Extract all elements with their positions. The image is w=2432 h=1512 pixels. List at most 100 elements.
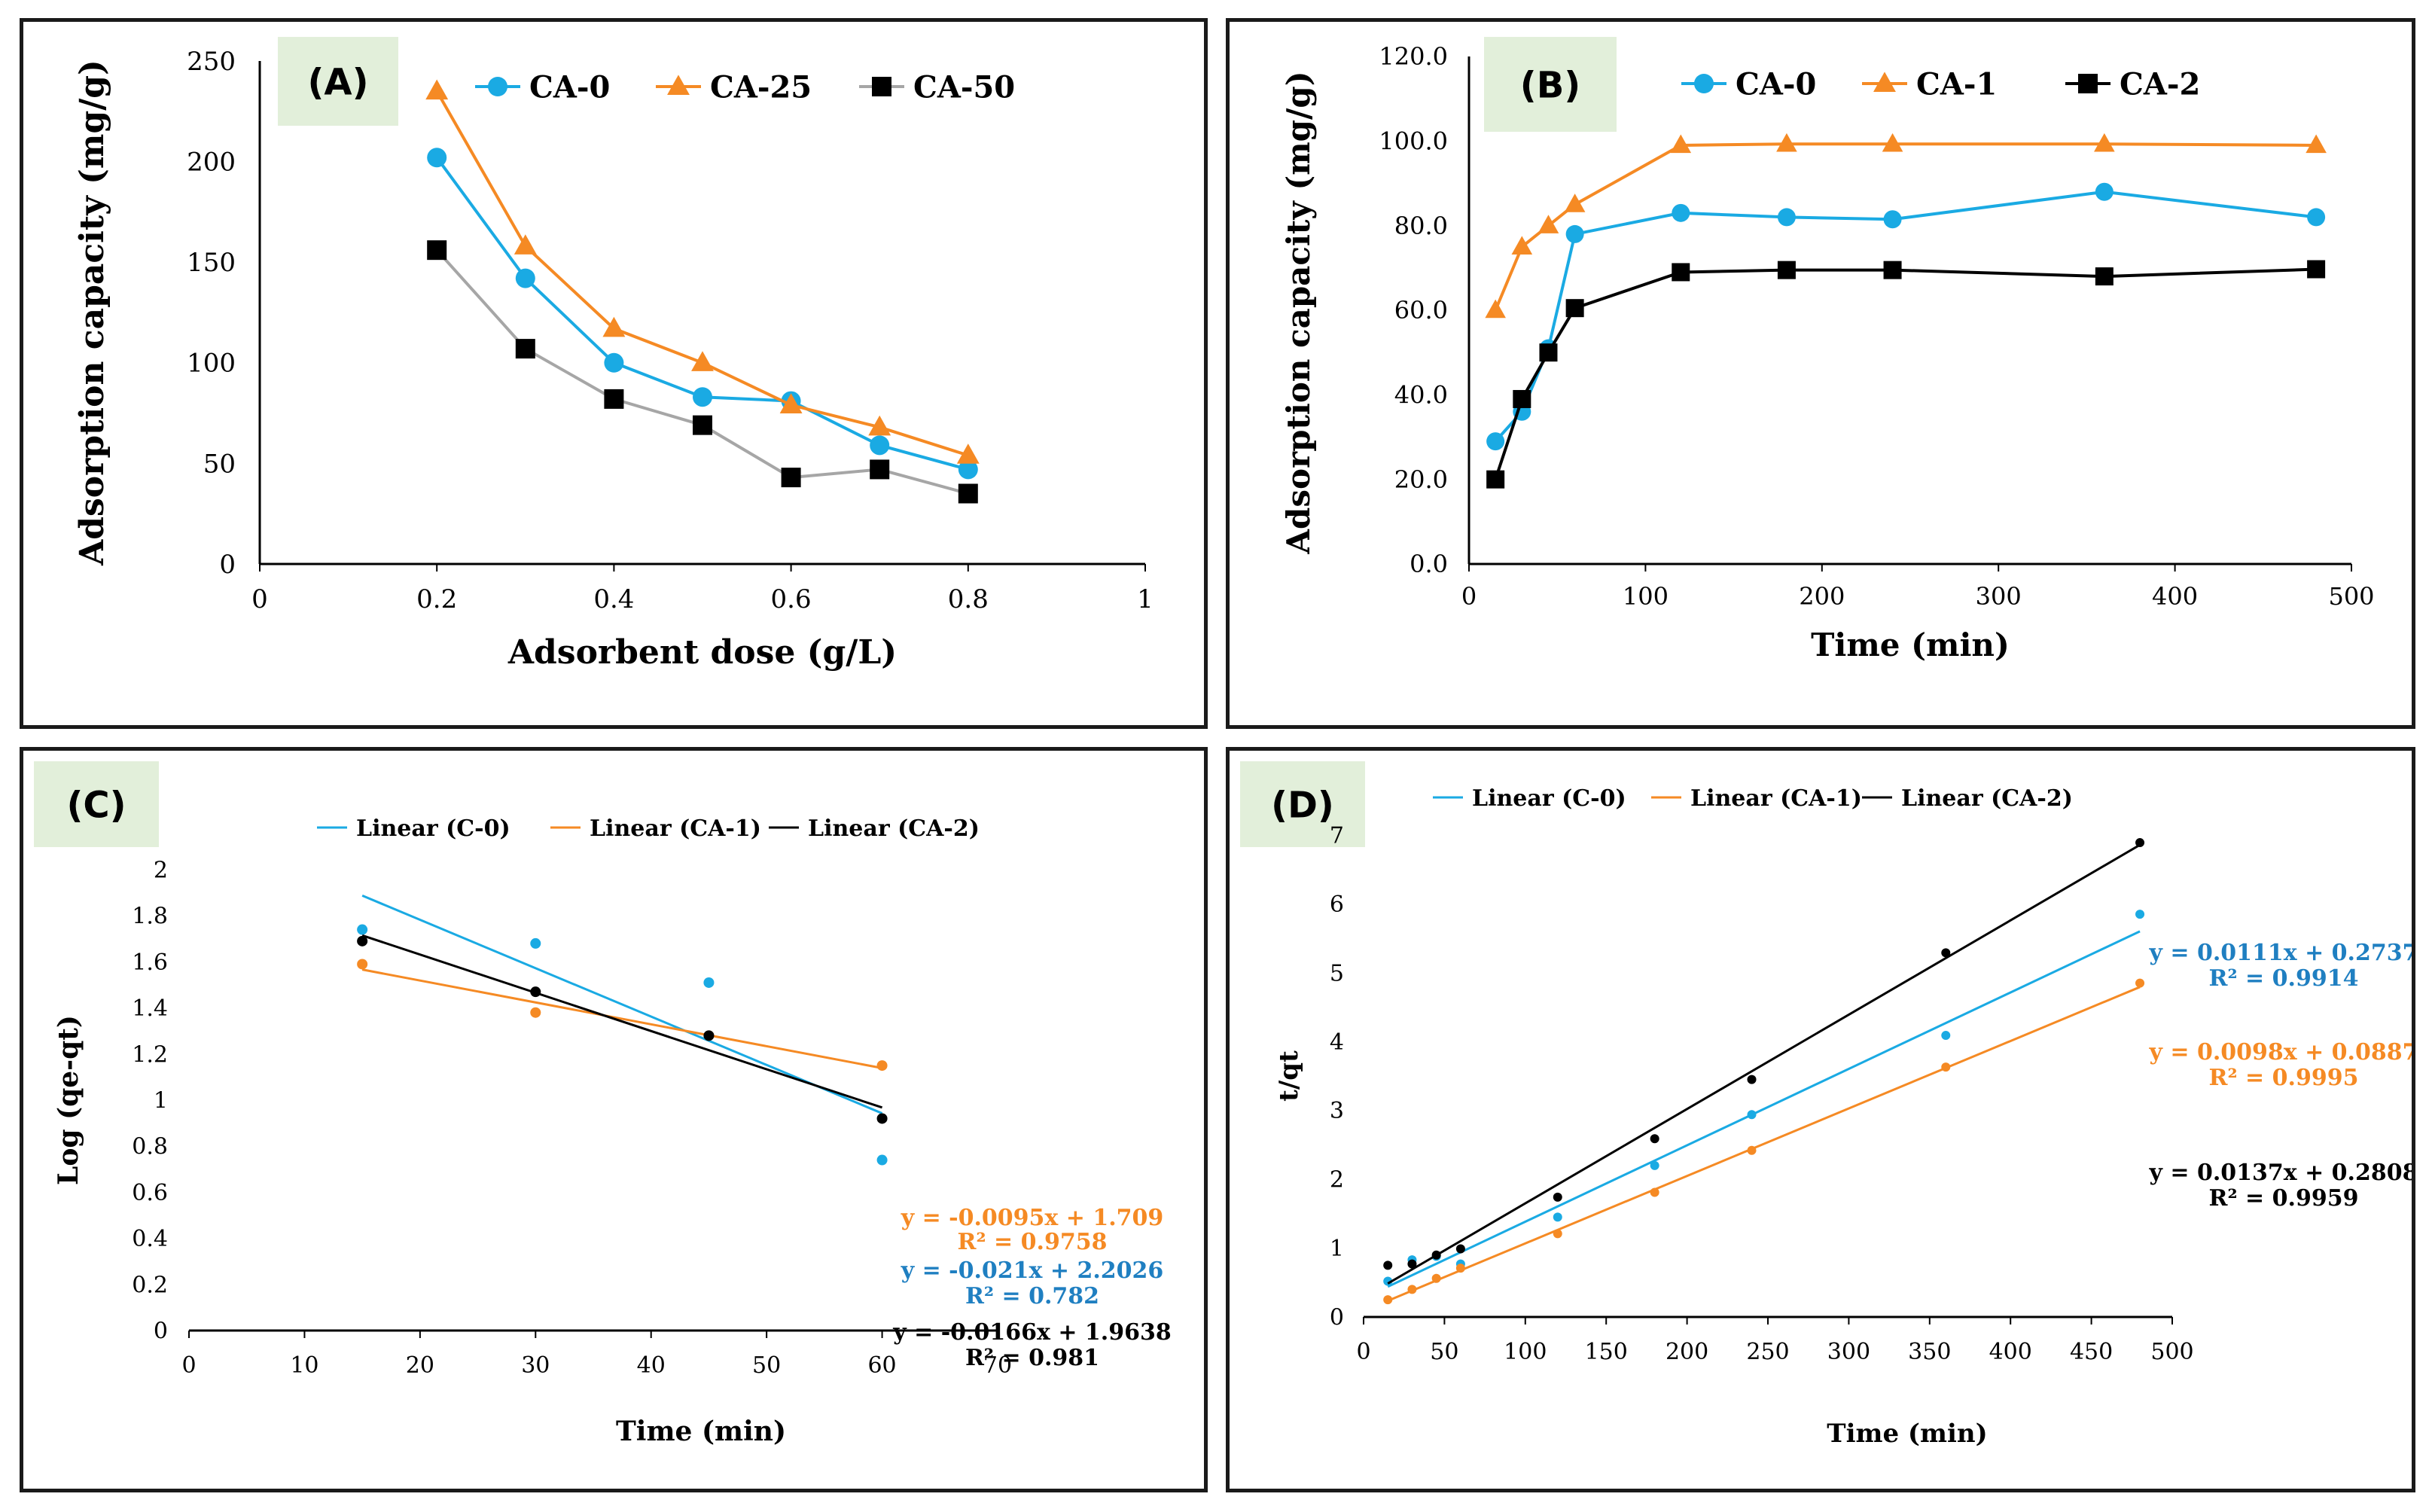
- series-1: [1486, 182, 2326, 451]
- data-point: [2135, 910, 2145, 919]
- legend-label: Linear (CA-2): [808, 815, 980, 842]
- y-tick-label: 100.0: [1379, 127, 1448, 156]
- data-point: [1941, 1031, 1951, 1041]
- data-point: [876, 1060, 888, 1072]
- data-point: [1553, 1229, 1562, 1239]
- data-point: [1538, 215, 1559, 233]
- legend-label: CA-2: [2120, 66, 2200, 102]
- y-tick-label: 1.2: [132, 1041, 168, 1068]
- data-point: [1883, 261, 1902, 279]
- data-point: [1650, 1187, 1659, 1197]
- data-point: [1672, 263, 1690, 282]
- x-tick-label: 0.2: [416, 584, 457, 614]
- x-tick-label: 20: [406, 1352, 434, 1379]
- trendline: [361, 934, 883, 1109]
- data-point: [781, 468, 801, 488]
- data-point: [427, 240, 447, 261]
- trendline-equation: y = 0.0137x + 0.2808: [2149, 1160, 2412, 1186]
- y-tick-label: 0.8: [132, 1134, 168, 1160]
- data-point: [2135, 978, 2145, 988]
- data-point: [1650, 1160, 1659, 1170]
- y-tick-label: 5: [1330, 960, 1344, 986]
- chart-panel-b: (B) 0 100 200 300 400 500 0.0 20.0 40.0 60.0 80.0 10…: [1226, 18, 2415, 729]
- legend-swatch-marker: [872, 77, 891, 96]
- x-tick-label: 50: [752, 1352, 781, 1379]
- x-axis-title: Time (min): [616, 1416, 786, 1447]
- data-point: [779, 393, 803, 413]
- series-2: [357, 959, 888, 1072]
- data-point: [1539, 343, 1558, 362]
- chart-panel-c: (C) 0 10 20 30 40 50 60 70 0 0.2 0.4 0.6 0.8 1 1.2 1.4 1.…: [20, 747, 1208, 1492]
- data-point: [2307, 208, 2326, 227]
- legend-label: Linear (C-0): [356, 815, 510, 842]
- panel-label: (D): [1271, 784, 1334, 826]
- x-tick-label: 0: [1461, 582, 1477, 611]
- series-1: [1383, 910, 2145, 1288]
- data-point: [693, 387, 712, 407]
- y-tick-label: 0.0: [1410, 550, 1448, 578]
- x-tick-label: 1: [1137, 584, 1154, 614]
- panel-label-badge: [278, 37, 398, 126]
- data-point: [691, 351, 714, 371]
- x-tick-label: 400: [2152, 582, 2198, 611]
- x-tick-label: 500: [2328, 582, 2374, 611]
- trendline-r-squared: R² = 0.9914: [2209, 965, 2359, 992]
- data-point: [693, 415, 712, 435]
- trendline-r-squared: R² = 0.9995: [2209, 1065, 2359, 1091]
- x-tick-label: 500: [2150, 1339, 2193, 1365]
- data-point: [1747, 1110, 1757, 1120]
- x-tick-label: 60: [867, 1352, 896, 1379]
- y-tick-label: 80.0: [1394, 212, 1448, 240]
- data-point: [515, 268, 535, 288]
- y-tick-label: 6: [1330, 892, 1344, 918]
- data-point: [870, 435, 890, 456]
- x-tick-label: 50: [1430, 1339, 1458, 1365]
- legend-label: CA-1: [1916, 66, 1997, 102]
- trendline: [361, 895, 883, 1114]
- x-tick-label: 350: [1908, 1339, 1951, 1365]
- data-point: [357, 935, 368, 947]
- data-point: [357, 959, 368, 970]
- y-tick-label: 0: [154, 1318, 168, 1345]
- legend-label: Linear (CA-1): [590, 815, 761, 842]
- y-tick-label: 20.0: [1394, 465, 1448, 494]
- series-3: [1383, 838, 2145, 1285]
- x-tick-label: 0.8: [948, 584, 989, 614]
- chart-c: (C) 0 10 20 30 40 50 60 70 0 0.2 0.4 0.6 0.8 1 1.2 1.4 1.…: [34, 761, 1172, 1447]
- legend-swatch-marker: [1873, 72, 1896, 93]
- chart-panel-d: (D) 0 50 100 150 200 250 300 350 400 450 500 0 1 2 3 4 5 6…: [1226, 747, 2415, 1492]
- series-line: [1494, 267, 2317, 480]
- x-tick-label: 250: [1746, 1339, 1789, 1365]
- data-point: [703, 1030, 715, 1041]
- data-point: [2306, 134, 2327, 154]
- series-line: [1494, 142, 2317, 311]
- data-point: [1747, 1145, 1757, 1155]
- data-point: [2307, 260, 2326, 279]
- data-point: [604, 352, 624, 373]
- y-tick-label: 4: [1330, 1029, 1344, 1056]
- x-tick-label: 100: [1504, 1339, 1547, 1365]
- legend-label: CA-0: [1736, 66, 1816, 102]
- y-tick-label: 0: [219, 550, 236, 580]
- x-tick-label: 0: [181, 1352, 196, 1379]
- data-point: [876, 1113, 888, 1124]
- series-2: [1485, 133, 2327, 319]
- x-axis-title: Time (min): [1827, 1419, 1987, 1449]
- trendline-equation: y = 0.0098x + 0.0887: [2149, 1039, 2412, 1065]
- data-point: [1670, 134, 1692, 154]
- data-point: [868, 415, 891, 436]
- chart-a: (A) 0 0.2 0.4 0.6 0.8 1 0 50 100 150 200 250 Adsorben…: [73, 37, 1154, 672]
- y-tick-label: 250: [187, 47, 236, 77]
- series-1: [357, 895, 888, 1166]
- x-tick-label: 0.6: [771, 584, 812, 614]
- trendline-r-squared: R² = 0.9758: [958, 1229, 1108, 1255]
- trendline-equation: y = -0.021x + 2.2026: [901, 1257, 1164, 1284]
- y-axis-title: t/qt: [1274, 1050, 1304, 1102]
- data-point: [604, 389, 624, 409]
- data-point: [1564, 194, 1586, 212]
- series-3: [1486, 260, 2326, 489]
- data-point: [1431, 1273, 1441, 1283]
- y-axis-title: Adsorption capacity (mg/g): [73, 59, 111, 566]
- y-tick-label: 7: [1330, 823, 1344, 849]
- panel-label: (C): [66, 784, 126, 826]
